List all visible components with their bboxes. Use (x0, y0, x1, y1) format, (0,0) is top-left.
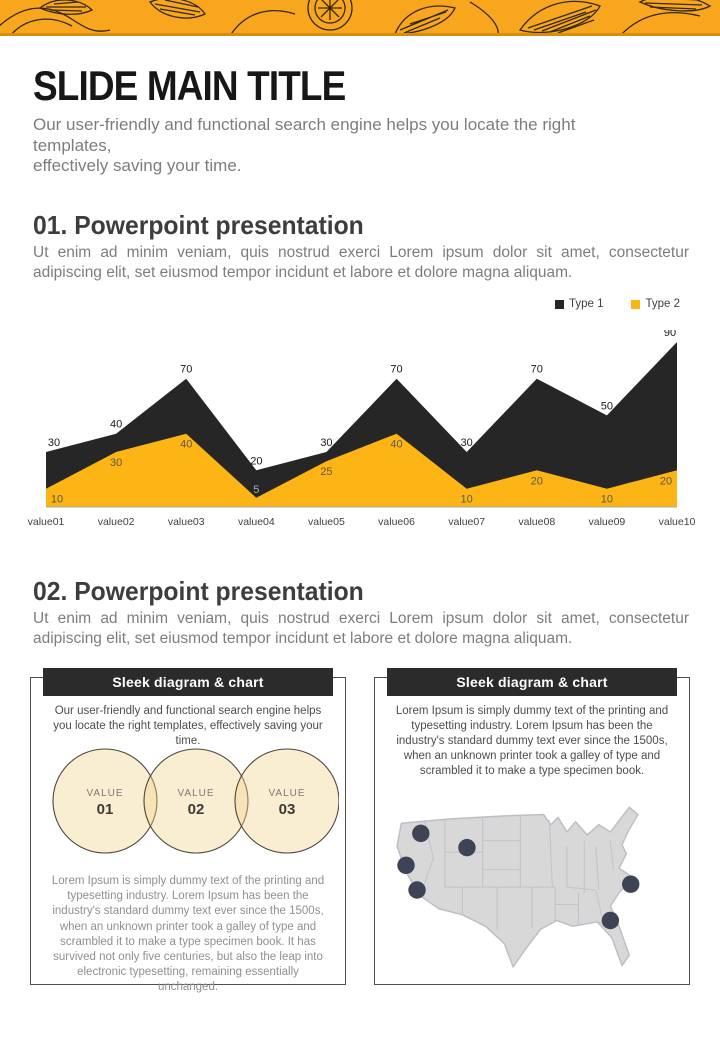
venn-diagram: VALUE 01 VALUE 02 VALUE 03 (39, 746, 340, 858)
legend-swatch (554, 299, 564, 309)
data-label: 25 (320, 466, 332, 478)
data-label: 90 (664, 330, 676, 339)
page-subtitle: Our user-friendly and functional search … (33, 115, 576, 176)
x-tick-label: value04 (238, 516, 275, 528)
data-label: 30 (110, 457, 122, 469)
x-tick-label: value01 (28, 516, 65, 528)
card-usa-map: Sleek diagram & chart Lorem Ipsum is sim… (374, 668, 690, 985)
legend-label: Type 2 (645, 298, 680, 310)
map-marker-dot (601, 911, 620, 930)
section1-heading: 01. Powerpoint presentation (33, 210, 364, 240)
section1-body: Ut enim ad minim veniam, quis nostrud ex… (33, 244, 689, 282)
x-tick-label: value07 (448, 516, 485, 528)
venn-number-3: 03 (279, 801, 296, 818)
data-label: 70 (180, 364, 192, 376)
data-label: 70 (390, 364, 402, 376)
chart-data-labels: 30 40 70 20 30 70 30 70 50 90 10 30 40 5 25 40 10 20 10 20 (48, 327, 676, 506)
x-tick-label: value05 (308, 516, 345, 528)
map-marker-dot (408, 881, 426, 899)
area-chart: Type 1 Type 2 30 40 70 20 30 70 30 70 50 90 10 30 40 5… (0, 298, 720, 540)
venn-label-3: VALUE (268, 788, 305, 799)
data-label: 30 (48, 437, 60, 449)
venn-circle-1 (52, 748, 158, 854)
map-marker-dot (622, 875, 640, 893)
card-intro-text: Lorem Ipsum is simply dummy text of the … (395, 705, 669, 777)
legend-label: Type 1 (568, 298, 604, 310)
x-tick-label: value02 (98, 516, 135, 528)
legend-item-type-1: Type 1 (554, 298, 604, 310)
botanical-doodles-illustration (0, 0, 712, 33)
venn-number-2: 02 (188, 801, 205, 818)
section2-heading: 02. Powerpoint presentation (33, 576, 364, 606)
data-label: 70 (531, 364, 543, 376)
data-label: 10 (601, 494, 613, 506)
data-label: 30 (461, 437, 473, 449)
area-chart-plot: 304070203070307050901030405254010201020 … (28, 327, 696, 528)
data-label: 40 (110, 419, 122, 431)
card-header-bar: Sleek diagram & chart (43, 668, 333, 696)
series-area-type-2 (46, 433, 677, 507)
x-tick-label: value06 (378, 516, 415, 528)
chart-legend: Type 1 Type 2 (554, 298, 680, 310)
section2-body: Ut enim ad minim veniam, quis nostrud ex… (33, 610, 689, 648)
decorative-top-band (0, 0, 720, 36)
data-label: 30 (320, 437, 332, 449)
data-label: 40 (390, 439, 402, 451)
data-label: 5 (253, 484, 259, 496)
card-intro-text: Our user-friendly and functional search … (53, 705, 323, 747)
venn-label-2: VALUE (177, 788, 214, 799)
venn-number-1: 01 (97, 801, 114, 818)
data-label: 10 (461, 494, 473, 506)
x-tick-label: value08 (518, 516, 555, 528)
x-tick-label: value10 (659, 516, 696, 528)
data-label: 20 (250, 455, 262, 467)
venn-circle-2 (143, 748, 249, 854)
card-header-bar: Sleek diagram & chart (387, 668, 677, 696)
x-tick-label: value03 (168, 516, 205, 528)
legend-item-type-2: Type 2 (631, 298, 680, 310)
data-label: 40 (180, 439, 192, 451)
data-label: 20 (531, 475, 543, 487)
card-venn-diagram: Sleek diagram & chart Our user-friendly … (30, 668, 346, 993)
map-marker-dot (397, 856, 415, 875)
page-title: SLIDE MAIN TITLE (33, 62, 346, 109)
chart-area-series (46, 342, 677, 507)
legend-swatch (631, 299, 641, 309)
map-marker-dot (458, 838, 476, 857)
venn-label-1: VALUE (86, 788, 123, 799)
map-marker-dot (412, 824, 430, 843)
usa-map (386, 800, 678, 980)
data-label: 20 (660, 475, 672, 487)
x-tick-label: value09 (588, 516, 625, 528)
data-label: 10 (51, 494, 63, 506)
card-body-text: Lorem Ipsum is simply dummy text of the … (51, 875, 325, 994)
map-markers (397, 824, 640, 930)
data-label: 50 (601, 400, 613, 412)
x-axis-tick-labels: value01 value02 value03 value04 value05 value… (28, 516, 696, 528)
